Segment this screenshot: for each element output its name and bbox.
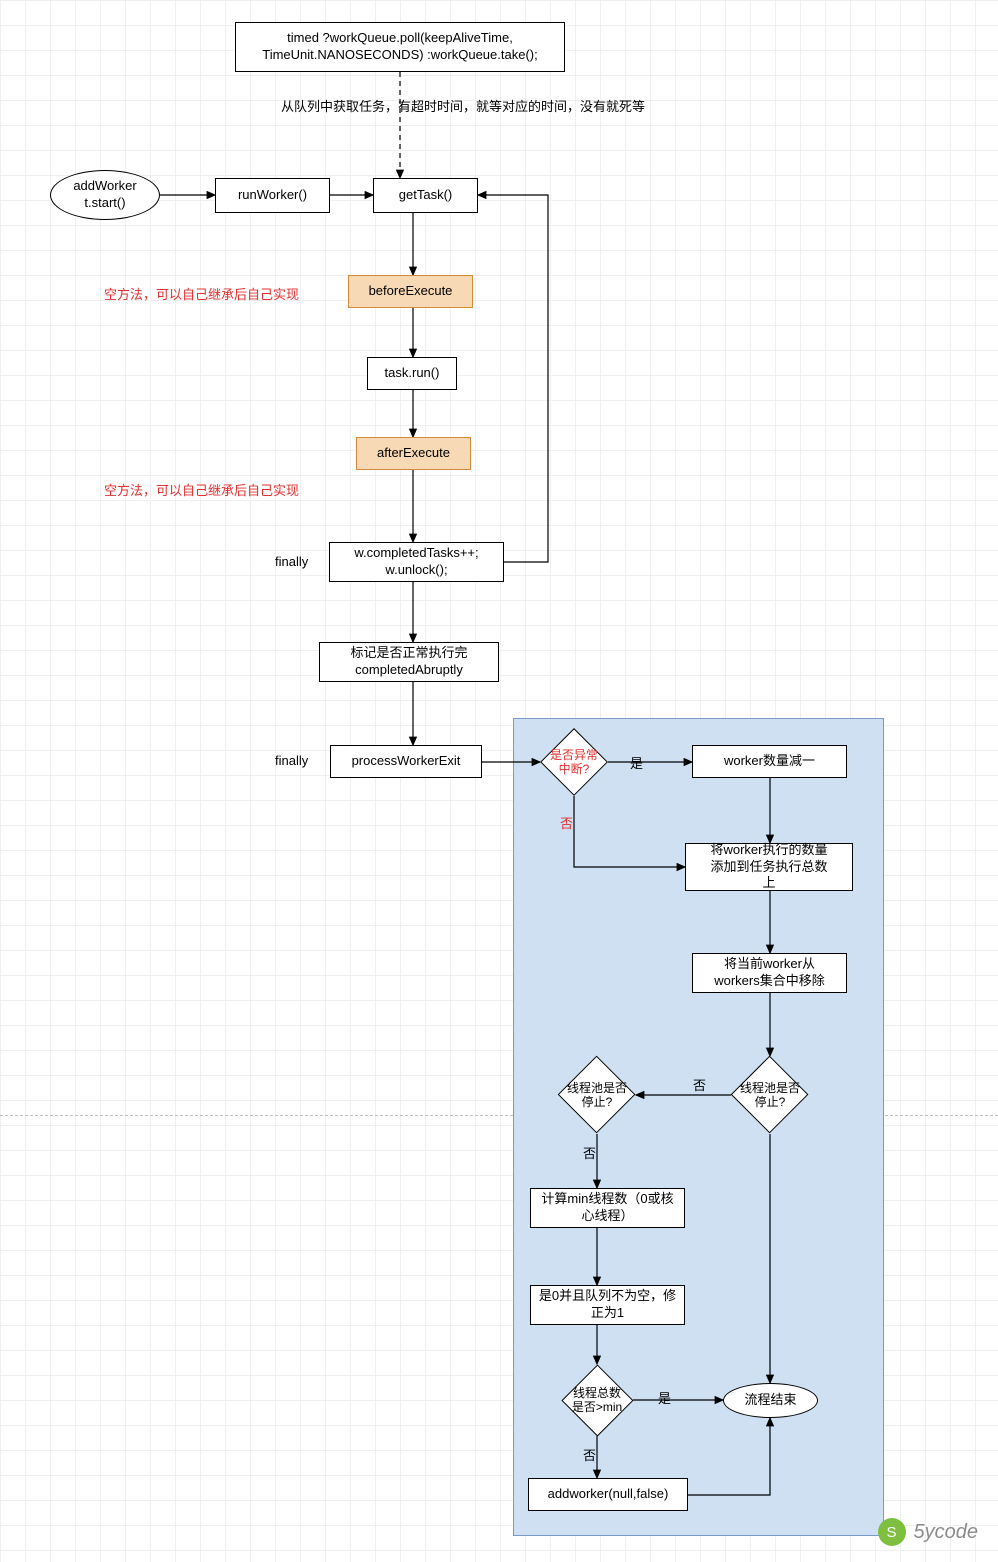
node-gettask: getTask() xyxy=(373,178,478,213)
label-l_queue: 从队列中获取任务，有超时时间，就等对应的时间，没有就死等 xyxy=(281,96,645,115)
node-s_addw: addworker(null,false) xyxy=(528,1478,688,1511)
node-after: afterExecute xyxy=(356,437,471,470)
edge-s_addw-s_end xyxy=(688,1418,770,1495)
edge-completed-gettask xyxy=(478,195,548,562)
node-d_gtmin: 线程总数是否>min xyxy=(561,1364,633,1436)
edge-d_abort-s_addtotal xyxy=(574,796,685,867)
label-l_after: 空方法，可以自己继承后自己实现 xyxy=(104,480,299,499)
node-text-d_abort: 是否异常中断? xyxy=(540,728,608,796)
node-processexit: processWorkerExit xyxy=(330,745,482,778)
watermark-text: 5ycode xyxy=(914,1521,979,1544)
label-l_before: 空方法，可以自己继承后自己实现 xyxy=(104,284,299,303)
node-d_stop1: 线程池是否停止? xyxy=(558,1056,636,1134)
node-s_fix: 是0并且队列不为空，修正为1 xyxy=(530,1285,685,1325)
edges-layer xyxy=(0,0,998,1562)
label-l_no2: 否 xyxy=(693,1075,706,1094)
node-before: beforeExecute xyxy=(348,275,473,308)
node-s_remove: 将当前worker从 workers集合中移除 xyxy=(692,953,847,993)
node-d_stop2: 线程池是否停止? xyxy=(731,1056,809,1134)
watermark: S 5ycode xyxy=(878,1518,979,1546)
label-l_no4: 否 xyxy=(583,1445,596,1464)
node-text-d_stop2: 线程池是否停止? xyxy=(731,1056,809,1134)
node-taskrun: task.run() xyxy=(367,357,457,390)
label-l_yes2: 是 xyxy=(658,1388,671,1407)
label-l_fin2: finally xyxy=(275,753,308,768)
node-s_dec: worker数量减一 xyxy=(692,745,847,778)
node-addworker: addWorker t.start() xyxy=(50,170,160,220)
watermark-badge: S xyxy=(878,1518,906,1546)
node-runworker: runWorker() xyxy=(215,178,330,213)
node-completed: w.completedTasks++; w.unlock(); xyxy=(329,542,504,582)
label-l_fin1: finally xyxy=(275,554,308,569)
node-abruptly: 标记是否正常执行完 completedAbruptly xyxy=(319,642,499,682)
node-s_end: 流程结束 xyxy=(723,1383,818,1418)
label-l_no1: 否 xyxy=(560,813,573,832)
node-d_abort: 是否异常中断? xyxy=(540,728,608,796)
node-text-d_gtmin: 线程总数是否>min xyxy=(561,1364,633,1436)
label-l_yes1: 是 xyxy=(630,753,643,772)
label-l_no3: 否 xyxy=(583,1143,596,1162)
node-timed: timed ?workQueue.poll(keepAliveTime, Tim… xyxy=(235,22,565,72)
node-text-d_stop1: 线程池是否停止? xyxy=(558,1056,636,1134)
node-s_min: 计算min线程数（0或核心线程） xyxy=(530,1188,685,1228)
node-s_addtotal: 将worker执行的数量 添加到任务执行总数 上 xyxy=(685,843,853,891)
